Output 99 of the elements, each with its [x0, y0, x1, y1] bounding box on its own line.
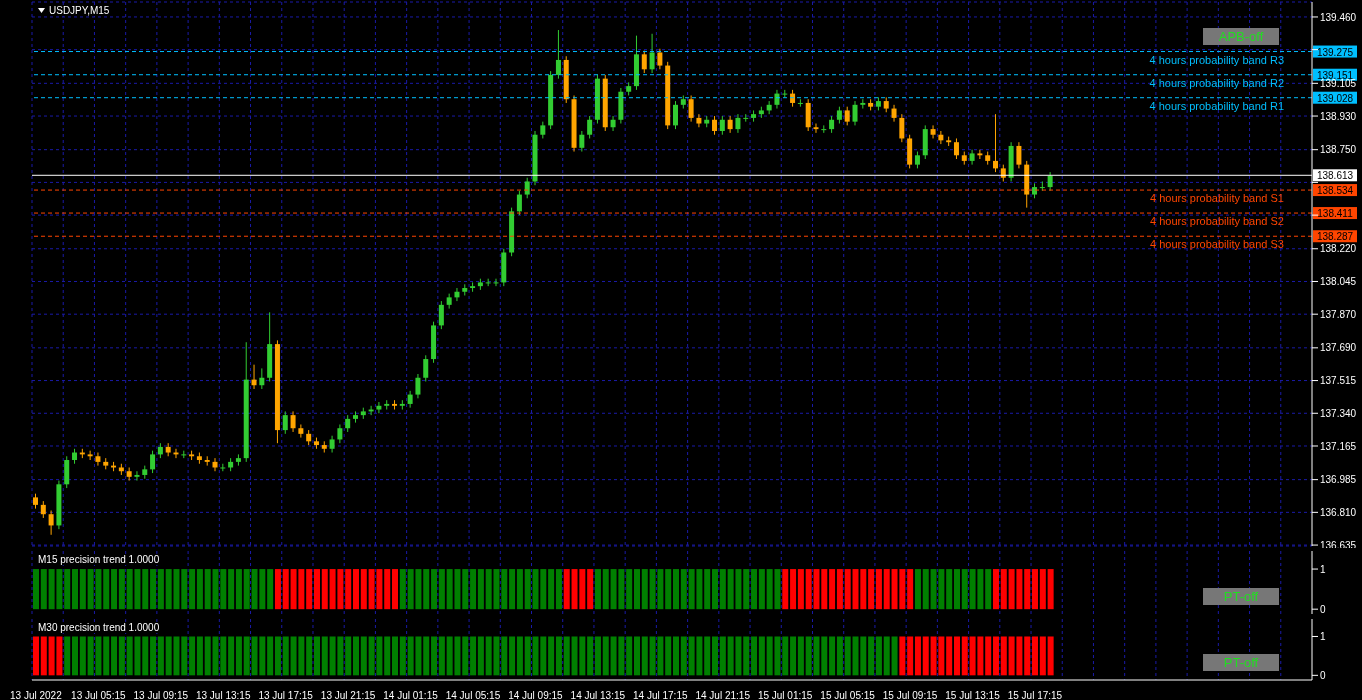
candlestick: [407, 390, 413, 409]
candlestick: [516, 190, 522, 216]
x-tick-label: 14 Jul 01:15: [383, 690, 439, 700]
candlestick: [579, 130, 585, 153]
x-tick-label: 15 Jul 01:15: [757, 690, 813, 700]
x-tick-label: 14 Jul 05:15: [445, 690, 501, 700]
candlestick: [813, 123, 819, 134]
candlestick: [423, 354, 429, 382]
candlestick: [719, 115, 725, 136]
text: 138.287: [1316, 231, 1354, 243]
y-tick-label: 137.515: [1320, 375, 1357, 387]
candlestick: [993, 113, 998, 173]
candlestick: [87, 450, 93, 461]
text: 139.275: [1316, 46, 1354, 58]
ref-line-label: 4 hours probability band R1: [1149, 99, 1284, 112]
x-tick-label: 13 Jul 05:15: [71, 690, 127, 700]
x-tick-label: 15 Jul 09:15: [882, 690, 938, 700]
x-tick-label: 14 Jul 13:15: [570, 690, 626, 700]
candlestick: [150, 450, 156, 474]
chart-title: USDJPY,M15: [49, 5, 110, 16]
candlestick: [259, 367, 265, 390]
candlestick: [953, 137, 959, 160]
candlestick: [555, 29, 561, 80]
x-tick-label: 14 Jul 17:15: [633, 690, 688, 700]
ref-line-label: 4 hours probability band S1: [1150, 192, 1284, 205]
y-tick-label: 0: [1320, 603, 1326, 615]
candlestick: [587, 115, 593, 139]
candlestick: [899, 113, 905, 143]
candlestick: [95, 452, 101, 467]
candlestick: [797, 98, 803, 108]
chart-title: M30 precision trend 1.0000: [38, 622, 160, 633]
annotation: PT-off: [1203, 654, 1279, 671]
x-tick-label: 15 Jul 17:15: [1007, 690, 1063, 700]
candlestick: [891, 104, 897, 123]
candlestick: [743, 113, 749, 123]
y-tick-label: 1: [1320, 563, 1326, 575]
text: 139.028: [1316, 92, 1354, 104]
x-tick-label: 13 Jul 2022: [10, 690, 63, 700]
candlestick: [282, 410, 288, 435]
candlestick: [641, 50, 647, 74]
candlestick: [290, 410, 296, 433]
y-tick-label: 137.165: [1320, 440, 1357, 452]
candlestick: [735, 113, 741, 134]
candlestick: [298, 423, 304, 439]
y-tick-label: 136.635: [1320, 539, 1357, 551]
x-tick-label: 13 Jul 21:15: [320, 690, 376, 700]
ref-line-label: 4 hours probability band S2: [1150, 215, 1284, 228]
annotation: APB-off: [1203, 28, 1279, 45]
y-tick-label: 138.930: [1320, 110, 1357, 122]
candlestick: [930, 124, 936, 139]
candlestick: [821, 124, 827, 134]
candlestick: [712, 115, 718, 136]
candlestick: [1016, 141, 1022, 169]
candlestick: [48, 509, 54, 536]
y-tick-label: 137.690: [1320, 342, 1357, 354]
candlestick: [852, 100, 858, 126]
candlestick: [977, 149, 983, 160]
y-tick-label: 0: [1320, 669, 1326, 681]
x-tick-label: 15 Jul 13:15: [945, 690, 1001, 700]
text: 139.151: [1316, 69, 1354, 81]
candlestick: [1047, 171, 1053, 192]
ref-line-label: 4 hours probability band S3: [1150, 238, 1284, 251]
candlestick: [438, 300, 444, 330]
candlestick: [969, 149, 975, 166]
annotation: PT-off: [1203, 588, 1279, 605]
chart-title: M15 precision trend 1.0000: [38, 554, 160, 565]
y-tick-label: 137.870: [1320, 308, 1357, 320]
y-tick-label: 137.340: [1320, 407, 1357, 419]
y-tick-label: 1: [1320, 631, 1326, 643]
candlestick: [376, 401, 382, 414]
candlestick: [649, 33, 655, 74]
candlestick: [696, 113, 702, 128]
x-tick-label: 14 Jul 09:15: [508, 690, 564, 700]
candlestick: [673, 100, 678, 130]
candlestick: [610, 115, 616, 132]
x-tick-label: 14 Jul 21:15: [695, 690, 751, 700]
x-tick-label: 13 Jul 17:15: [258, 690, 314, 700]
candlestick: [493, 278, 499, 287]
y-tick-label: 138.750: [1320, 144, 1357, 156]
ref-line-label: 4 hours probability band R3: [1149, 53, 1284, 66]
candlestick: [688, 94, 694, 123]
y-tick-label: 136.810: [1320, 506, 1357, 518]
text: 138.411: [1317, 208, 1354, 220]
candlestick: [844, 106, 850, 126]
x-tick-label: 15 Jul 05:15: [820, 690, 876, 700]
y-tick-label: 138.045: [1320, 276, 1357, 288]
candlestick: [657, 48, 663, 70]
x-tick-label: 13 Jul 13:15: [195, 690, 251, 700]
candlestick: [415, 373, 421, 399]
text: 138.613: [1316, 170, 1354, 182]
y-tick-label: 139.460: [1320, 11, 1357, 23]
candlestick: [727, 115, 733, 134]
x-tick-label: 13 Jul 09:15: [133, 690, 189, 700]
ref-line-label: 4 hours probability band R2: [1149, 76, 1284, 89]
y-tick-label: 138.220: [1320, 243, 1357, 255]
text: 138.534: [1316, 185, 1354, 197]
y-tick-label: 136.985: [1320, 474, 1357, 486]
candlestick: [337, 423, 343, 444]
candlestick: [134, 470, 140, 482]
